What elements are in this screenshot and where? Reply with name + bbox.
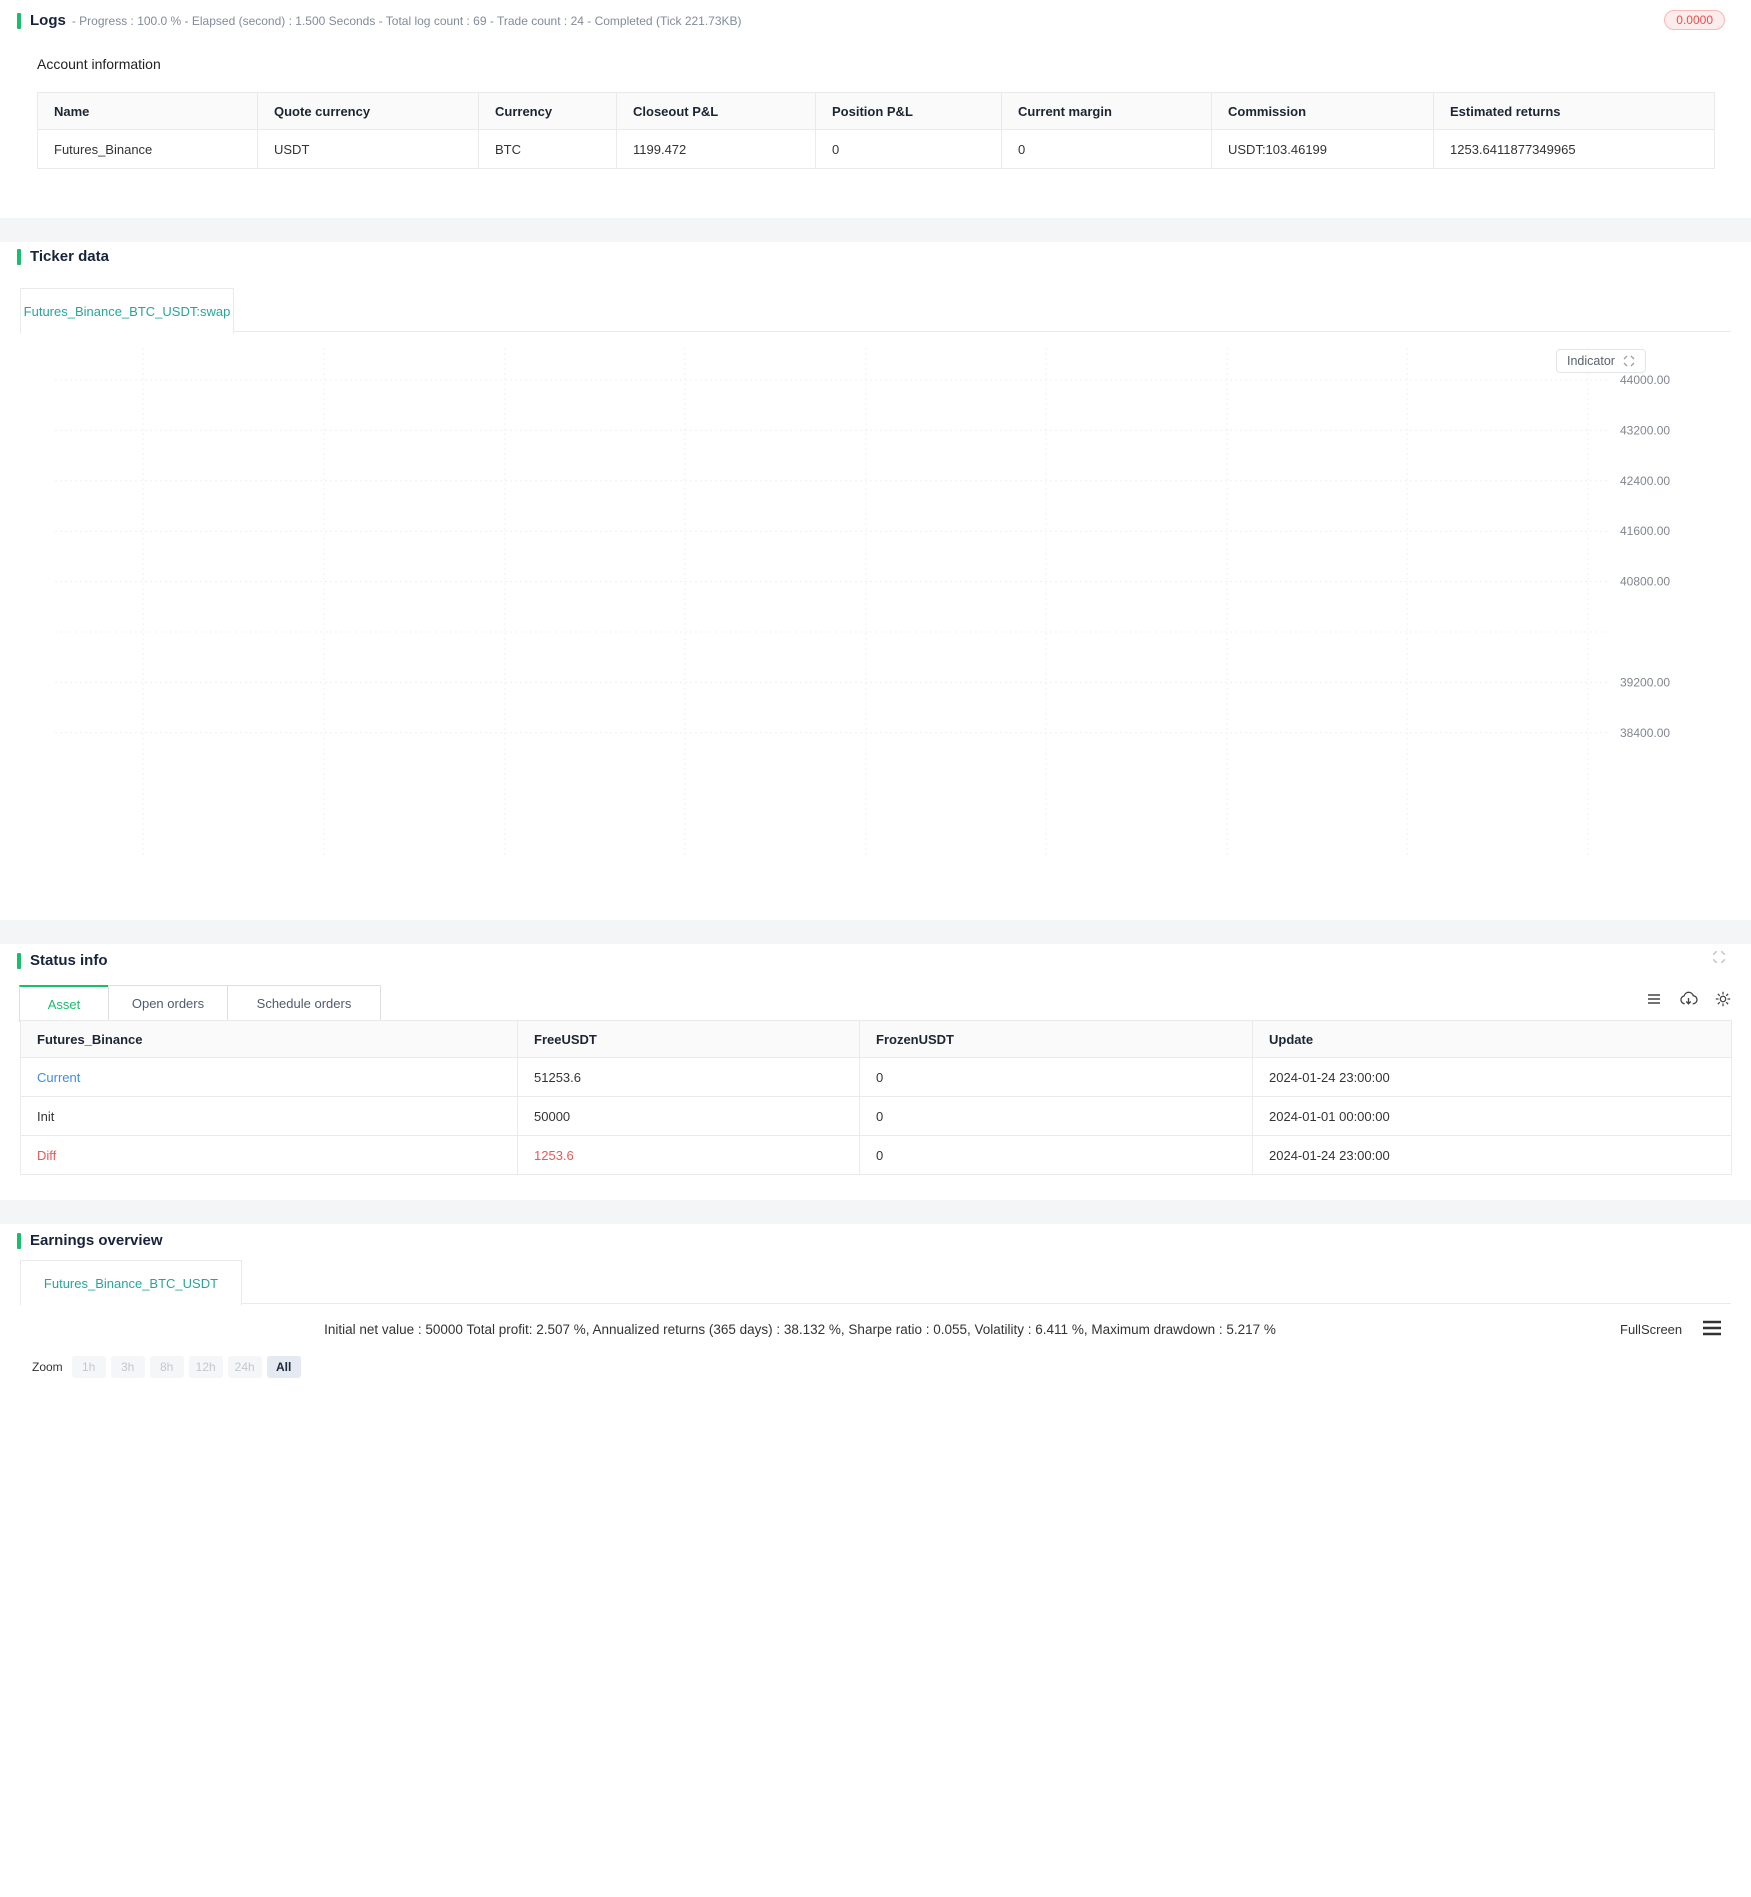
account-table-header-row: Name Quote currency Currency Closeout P&… <box>37 92 1715 130</box>
row-label-diff: Diff <box>20 1135 518 1175</box>
price-axis-label: 44000.00 <box>1620 373 1670 387</box>
status-toolbar <box>1645 990 1732 1008</box>
price-axis-label: 43200.00 <box>1620 423 1670 437</box>
section-accent-bar <box>17 248 21 265</box>
cell-closeout-pl: 1199.472 <box>616 129 816 169</box>
zoom-3h-button[interactable]: 3h <box>110 1356 145 1378</box>
col-free-usdt: FreeUSDT <box>517 1020 860 1058</box>
asset-row-diff: Diff 1253.6 0 2024-01-24 23:00:00 <box>20 1135 1732 1175</box>
cell-currency: BTC <box>478 129 617 169</box>
earnings-chart[interactable] <box>0 1390 1751 1892</box>
tab-ticker-symbol[interactable]: Futures_Binance_BTC_USDT:swap <box>20 288 234 334</box>
account-info-title: Account information <box>37 56 161 72</box>
logs-header: Logs - Progress : 100.0 % - Elapsed (sec… <box>17 12 1731 29</box>
cell-commission: USDT:103.46199 <box>1211 129 1434 169</box>
asset-table-header-row: Futures_Binance FreeUSDT FrozenUSDT Upda… <box>20 1020 1732 1058</box>
tab-baseline <box>20 331 1731 332</box>
cell-estimated-returns: 1253.6411877349965 <box>1433 129 1715 169</box>
col-frozen-usdt: FrozenUSDT <box>859 1020 1253 1058</box>
chart-menu-icon[interactable] <box>1700 1317 1724 1339</box>
expand-icon <box>1623 355 1635 367</box>
account-table-row: Futures_Binance USDT BTC 1199.472 0 0 US… <box>37 129 1715 169</box>
tab-open-orders[interactable]: Open orders <box>108 985 228 1021</box>
indicator-button[interactable]: Indicator <box>1556 349 1646 373</box>
price-axis-label: 40800.00 <box>1620 575 1670 589</box>
zoom-24h-button[interactable]: 24h <box>227 1356 262 1378</box>
tab-asset[interactable]: Asset <box>19 985 109 1022</box>
candlestick-chart[interactable]: 44000.00 43200.00 42400.00 41600.00 40800.00… <box>0 335 1751 885</box>
zoom-1h-button[interactable]: 1h <box>71 1356 106 1378</box>
fullscreen-button[interactable]: FullScreen <box>1620 1322 1683 1337</box>
cell-position-pl: 0 <box>815 129 1002 169</box>
gear-icon[interactable] <box>1714 990 1732 1008</box>
zoom-8h-button[interactable]: 8h <box>149 1356 184 1378</box>
col-closeout-pl: Closeout P&L <box>616 92 816 130</box>
col-estimated-returns: Estimated returns <box>1433 92 1715 130</box>
zoom-all-button[interactable]: All <box>266 1356 301 1378</box>
earnings-chart-panel <box>0 1390 1751 1892</box>
status-expand-icon[interactable] <box>1712 950 1726 964</box>
ticker-header: Ticker data <box>17 248 109 265</box>
asset-row-current: Current 51253.6 0 2024-01-24 23:00:00 <box>20 1057 1732 1097</box>
asset-table: Futures_Binance FreeUSDT FrozenUSDT Upda… <box>20 1020 1732 1175</box>
col-current-margin: Current margin <box>1001 92 1212 130</box>
col-account: Futures_Binance <box>20 1020 518 1058</box>
asset-row-init: Init 50000 0 2024-01-01 00:00:00 <box>20 1096 1732 1136</box>
col-position-pl: Position P&L <box>815 92 1002 130</box>
ticker-title: Ticker data <box>30 248 109 265</box>
tab-earnings-symbol[interactable]: Futures_Binance_BTC_USDT <box>20 1260 242 1306</box>
status-tabs: Asset Open orders Schedule orders <box>19 985 381 1022</box>
status-title: Status info <box>30 952 108 969</box>
cell-name: Futures_Binance <box>37 129 258 169</box>
col-commission: Commission <box>1211 92 1434 130</box>
cell-current-margin: 0 <box>1001 129 1212 169</box>
logs-title: Logs <box>30 12 66 29</box>
account-table: Name Quote currency Currency Closeout P&… <box>37 92 1715 169</box>
earnings-title: Earnings overview <box>30 1232 163 1249</box>
tab-baseline <box>20 1303 1731 1304</box>
section-divider <box>0 1200 1751 1224</box>
logs-progress-text: - Progress : 100.0 % - Elapsed (second) … <box>71 13 742 28</box>
section-divider <box>0 218 1751 242</box>
price-axis-label: 42400.00 <box>1620 474 1670 488</box>
price-axis-label: 41600.00 <box>1620 524 1670 538</box>
row-label-init: Init <box>20 1096 518 1136</box>
earnings-stats-line: Initial net value : 50000 Total profit: … <box>324 1322 1276 1337</box>
row-label-current[interactable]: Current <box>20 1057 518 1097</box>
section-accent-bar <box>17 1232 21 1249</box>
ticker-chart-panel: 44000.00 43200.00 42400.00 41600.00 40800.00… <box>0 335 1751 885</box>
section-accent-bar <box>17 952 21 969</box>
col-currency: Currency <box>478 92 617 130</box>
price-axis-label: 39200.00 <box>1620 675 1670 689</box>
price-axis-label: 38400.00 <box>1620 726 1670 740</box>
col-quote-currency: Quote currency <box>257 92 479 130</box>
status-header: Status info <box>17 952 108 969</box>
col-update: Update <box>1252 1020 1732 1058</box>
section-divider <box>0 920 1751 944</box>
zoom-range-selector: Zoom 1h 3h 8h 12h 24h All <box>32 1356 301 1378</box>
logs-status-badge: 0.0000 <box>1664 10 1725 30</box>
earnings-header: Earnings overview <box>17 1232 163 1249</box>
zoom-label: Zoom <box>32 1360 63 1374</box>
tab-schedule-orders[interactable]: Schedule orders <box>227 985 381 1021</box>
section-accent-bar <box>17 12 21 29</box>
zoom-12h-button[interactable]: 12h <box>188 1356 223 1378</box>
menu-icon[interactable] <box>1645 990 1663 1008</box>
col-name: Name <box>37 92 258 130</box>
cell-quote-currency: USDT <box>257 129 479 169</box>
cloud-download-icon[interactable] <box>1679 990 1698 1008</box>
